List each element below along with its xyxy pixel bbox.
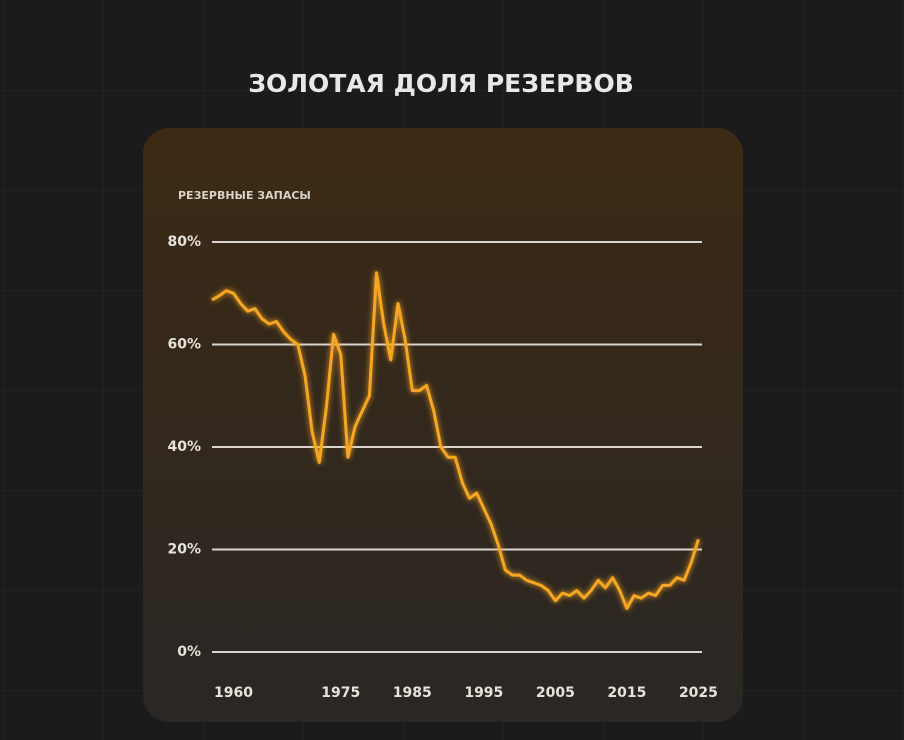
data-line (211, 271, 700, 610)
card (143, 128, 743, 722)
chart-title: ЗОЛОТАЯ ДОЛЯ РЕЗЕРВОВ (248, 69, 634, 98)
y-tick-label: 80% (167, 234, 201, 250)
y-tick-label: 60% (167, 337, 201, 353)
x-tick-label: 1985 (393, 685, 432, 701)
x-tick-label: 2015 (607, 685, 646, 701)
x-tick-label: 2005 (536, 685, 575, 701)
y-tick-label: 20% (167, 542, 201, 558)
x-tick-label: 1960 (214, 685, 253, 701)
y-axis-label: РЕЗЕРВНЫЕ ЗАПАСЫ (178, 189, 311, 202)
y-tick-label: 40% (167, 439, 201, 455)
x-tick-label: 1975 (321, 685, 360, 701)
y-tick-label: 0% (177, 644, 201, 660)
x-tick-label: 1995 (464, 685, 503, 701)
x-tick-label: 2025 (679, 685, 718, 701)
